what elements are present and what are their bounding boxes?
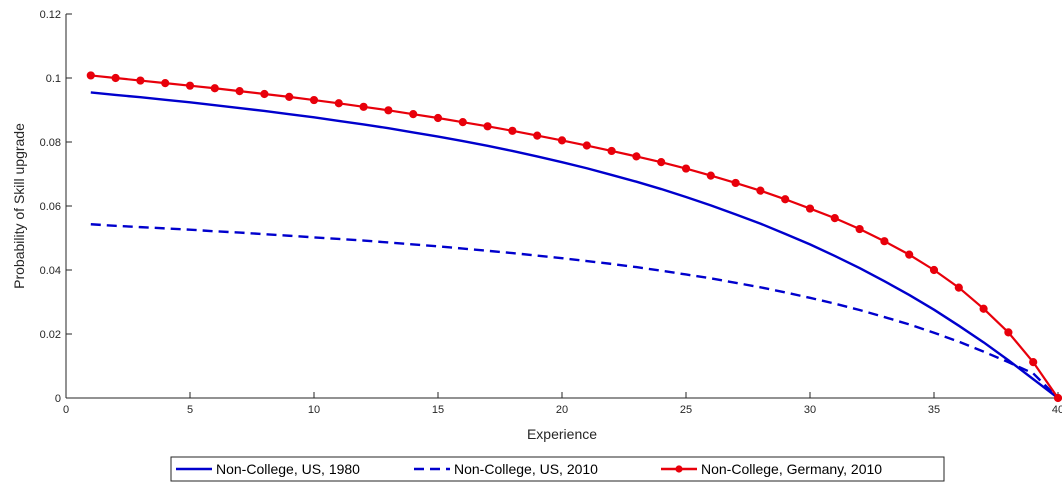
data-point — [260, 89, 269, 99]
y-tick-label: 0.1 — [46, 73, 61, 85]
y-tick-label: 0.06 — [40, 201, 61, 213]
y-tick-label: 0.08 — [40, 137, 61, 149]
legend-label-2: Non-College, US, 2010 — [454, 461, 598, 477]
data-point — [136, 76, 145, 85]
data-point — [880, 237, 889, 246]
x-tick-label: 40 — [1052, 404, 1062, 416]
y-axis-title: Probability of Skill upgrade — [11, 123, 27, 289]
x-tick-label: 20 — [556, 404, 568, 416]
axes: 0 5 10 15 20 25 30 35 40 0 0.02 0.04 0.06 0.08 0.1 0.1… — [40, 9, 1062, 416]
y-tick-label: 0.02 — [40, 329, 61, 341]
data-point — [582, 141, 591, 150]
data-point — [830, 214, 839, 223]
data-point — [607, 146, 616, 156]
x-axis-title: Experience — [527, 426, 597, 442]
data-point — [557, 136, 567, 145]
series-line-1 — [90, 91, 1059, 399]
x-tick-label: 25 — [680, 404, 692, 416]
data-point — [979, 304, 988, 313]
data-point — [334, 99, 343, 108]
data-point — [483, 122, 492, 131]
data-point — [855, 224, 864, 234]
legend: Non-College, US, 1980 Non-College, US, 20… — [170, 456, 945, 482]
data-point — [929, 265, 939, 275]
data-point — [781, 195, 790, 204]
y-tick-label: 0.04 — [40, 265, 61, 277]
data-point — [309, 95, 319, 105]
x-tick-label: 5 — [187, 404, 193, 416]
x-tick-label: 10 — [308, 404, 320, 416]
data-point — [1053, 393, 1062, 403]
data-point — [210, 84, 219, 93]
data-point — [86, 71, 95, 80]
data-point — [384, 106, 393, 115]
data-point — [756, 186, 765, 195]
data-point — [905, 250, 914, 259]
data-point — [681, 164, 691, 173]
data-point — [1004, 328, 1013, 337]
y-axis-ticks: 0 0.02 0.04 0.06 0.08 0.1 0.12 — [40, 9, 72, 405]
data-point — [111, 73, 120, 83]
data-point — [632, 152, 641, 161]
legend-label-3: Non-College, Germany, 2010 — [701, 461, 882, 477]
x-tick-label: 30 — [804, 404, 816, 416]
legend-label-1: Non-College, US, 1980 — [216, 461, 360, 477]
data-point — [805, 204, 815, 213]
legend-marker — [675, 465, 683, 473]
data-point — [235, 87, 244, 96]
data-point — [533, 131, 542, 140]
data-point — [409, 110, 418, 119]
data-point — [161, 79, 170, 88]
data-point — [954, 283, 963, 292]
plot-area — [66, 14, 1058, 398]
x-tick-label: 0 — [63, 404, 69, 416]
y-tick-label: 0.12 — [40, 9, 61, 21]
data-point — [185, 81, 195, 90]
data-point — [359, 102, 368, 111]
data-point — [508, 126, 517, 135]
y-tick-label: 0 — [55, 393, 61, 405]
data-point — [433, 113, 443, 123]
series-layer — [86, 71, 1062, 403]
data-point — [706, 171, 715, 180]
series-line-3 — [90, 74, 1059, 399]
legend-items: Non-College, US, 1980 Non-College, US, 20… — [176, 461, 882, 477]
legend-box — [170, 456, 945, 482]
x-tick-label: 15 — [432, 404, 444, 416]
series-line-2 — [90, 223, 1059, 399]
data-point — [657, 158, 666, 167]
x-tick-label: 35 — [928, 404, 940, 416]
data-point — [1029, 358, 1038, 367]
data-point — [458, 118, 467, 127]
x-axis-ticks: 0 5 10 15 20 25 30 35 40 — [63, 392, 1062, 416]
data-point — [285, 92, 294, 101]
data-point — [731, 178, 740, 188]
